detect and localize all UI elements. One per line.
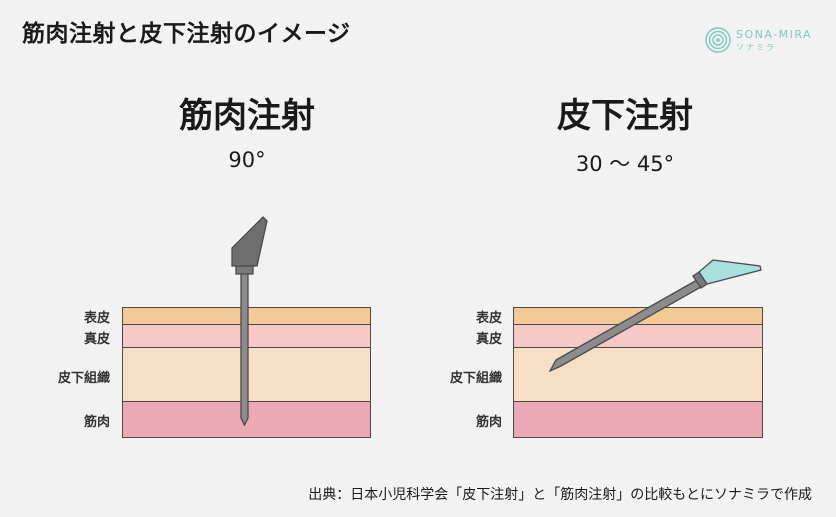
label-dermis: 真皮 — [83, 332, 110, 347]
page-title: 筋肉注射と皮下注射のイメージ — [22, 21, 351, 47]
source-note: 出典：日本小児科学会「皮下注射」と「筋肉注射」の比較もとにソナミラで作成 — [308, 487, 812, 503]
logo: SONA-MIRA ソナミラ — [704, 26, 824, 60]
label-epidermis: 表皮 — [475, 311, 502, 326]
layer-subcutis — [513, 347, 763, 402]
logo-subtext: ソナミラ — [736, 43, 776, 52]
layer-muscle — [513, 401, 763, 438]
needle-shaft — [548, 279, 702, 373]
spiral-logo-icon — [705, 27, 731, 53]
panel-angle-subcutaneous: 30 〜 45° — [575, 152, 675, 176]
label-subcutis: 皮下組織 — [449, 371, 502, 386]
logo-text: SONA-MIRA — [736, 28, 813, 41]
label-epidermis: 表皮 — [83, 311, 110, 326]
syringe-body — [698, 259, 762, 285]
panel-title-intramuscular: 筋肉注射 — [179, 96, 315, 136]
panel-title-subcutaneous: 皮下注射 — [557, 96, 693, 136]
label-dermis: 真皮 — [475, 332, 502, 347]
panel-angle-intramuscular: 90° — [228, 148, 266, 172]
label-subcutis: 皮下組織 — [57, 371, 110, 386]
syringe-body — [231, 216, 268, 267]
label-muscle: 筋肉 — [475, 415, 502, 430]
label-muscle: 筋肉 — [83, 415, 110, 430]
